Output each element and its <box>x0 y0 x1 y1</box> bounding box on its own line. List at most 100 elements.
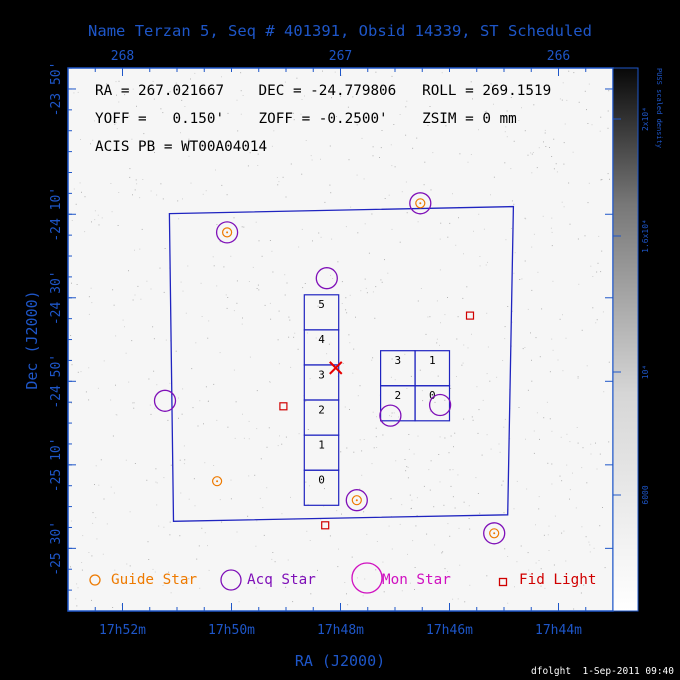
noise-dot <box>118 80 120 82</box>
noise-dot <box>406 212 408 214</box>
noise-dot <box>315 337 317 339</box>
noise-dot <box>340 451 342 453</box>
noise-dot <box>429 316 431 318</box>
noise-dot <box>272 271 274 273</box>
noise-dot <box>360 290 362 292</box>
noise-dot <box>442 551 444 553</box>
noise-dot <box>156 504 158 506</box>
noise-dot <box>471 416 473 418</box>
noise-dot <box>397 579 399 581</box>
noise-dot <box>581 467 583 469</box>
acq-star-marker <box>153 389 177 412</box>
noise-dot <box>361 137 363 139</box>
noise-dot <box>604 567 606 569</box>
noise-dot <box>329 145 331 147</box>
noise-dot <box>88 296 90 298</box>
noise-dot <box>290 163 292 165</box>
noise-dot <box>95 465 97 467</box>
noise-dot <box>293 119 295 121</box>
noise-dot <box>436 300 438 302</box>
noise-dot <box>413 453 415 455</box>
noise-dot <box>351 556 353 558</box>
noise-dot <box>572 472 573 474</box>
noise-dot <box>340 95 341 97</box>
noise-dot <box>95 517 97 519</box>
noise-dot <box>551 338 553 340</box>
noise-dot <box>317 569 318 571</box>
noise-dot <box>169 91 171 93</box>
chip-label: 2 <box>394 389 401 402</box>
noise-dot <box>215 169 216 171</box>
noise-dot <box>502 360 504 361</box>
noise-dot <box>375 436 377 438</box>
noise-dot <box>208 400 209 402</box>
noise-dot <box>241 323 243 325</box>
chip-label: 4 <box>318 333 325 346</box>
noise-dot <box>564 123 566 125</box>
noise-dot <box>117 225 119 226</box>
noise-dot <box>513 203 515 205</box>
noise-dot <box>247 165 249 167</box>
chip-label: 1 <box>429 354 436 367</box>
noise-dot <box>524 130 526 132</box>
noise-dot <box>531 246 533 248</box>
noise-dot <box>408 434 410 435</box>
noise-dot <box>476 386 478 388</box>
noise-dot <box>513 121 515 123</box>
noise-dot <box>91 555 93 557</box>
noise-dot <box>371 463 373 465</box>
noise-dot <box>180 281 182 283</box>
noise-dot <box>307 429 309 430</box>
noise-dot <box>447 570 448 572</box>
noise-dot <box>346 593 347 595</box>
noise-dot <box>452 598 454 600</box>
noise-dot <box>285 586 287 588</box>
noise-dot <box>556 171 558 173</box>
noise-dot <box>467 161 469 163</box>
noise-dot <box>337 261 339 263</box>
noise-dot <box>98 224 100 226</box>
noise-dot <box>204 462 206 464</box>
noise-dot <box>301 173 303 175</box>
noise-dot <box>538 560 540 561</box>
noise-dot <box>371 359 373 361</box>
noise-dot <box>359 385 361 387</box>
noise-dot <box>355 316 356 318</box>
noise-dot <box>412 147 414 149</box>
noise-dot <box>375 286 377 288</box>
noise-dot <box>561 99 563 101</box>
noise-dot <box>398 416 400 418</box>
noise-dot <box>553 138 555 140</box>
noise-dot <box>430 460 432 462</box>
noise-dot <box>394 379 396 381</box>
noise-dot <box>585 536 587 538</box>
noise-dot <box>531 289 533 291</box>
noise-dot <box>404 459 406 460</box>
noise-dot <box>75 203 77 205</box>
noise-dot <box>270 318 272 320</box>
noise-dot <box>569 498 570 500</box>
colorbar-tick-label: 10⁴ <box>641 365 650 379</box>
noise-dot <box>150 190 152 192</box>
noise-dot <box>181 99 183 101</box>
noise-dot <box>309 378 311 380</box>
noise-dot <box>129 168 131 170</box>
noise-dot <box>183 463 185 465</box>
noise-dot <box>554 515 556 517</box>
noise-dot <box>510 97 512 98</box>
noise-dot <box>404 353 406 355</box>
noise-dot <box>141 228 143 230</box>
noise-dot <box>132 299 134 301</box>
guide-star-center <box>216 480 219 483</box>
noise-dot <box>553 168 555 170</box>
noise-dot <box>372 291 374 293</box>
noise-dot <box>248 438 250 440</box>
noise-dot <box>202 193 204 195</box>
noise-dot <box>422 400 424 402</box>
noise-dot <box>216 224 218 226</box>
noise-dot <box>544 132 546 134</box>
acq-star-marker <box>345 489 368 512</box>
x-tick-label: 17h44m <box>535 623 582 638</box>
noise-dot <box>134 294 136 296</box>
fid-light-marker <box>279 402 288 411</box>
